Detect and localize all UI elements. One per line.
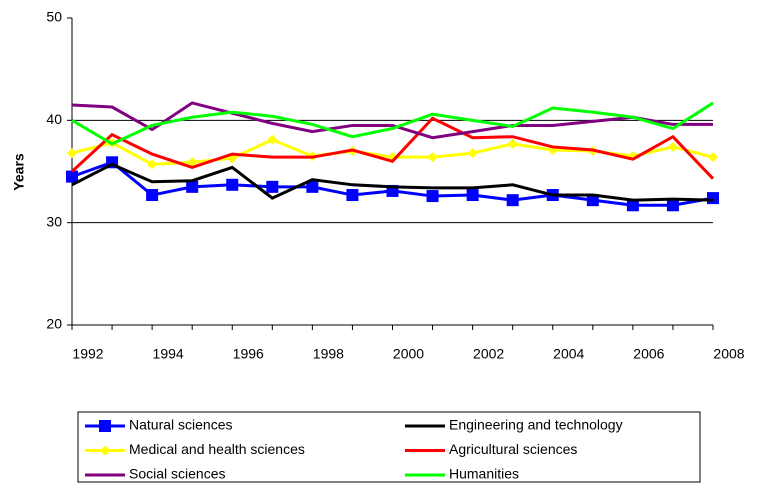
- marker: [506, 194, 519, 207]
- marker: [266, 180, 279, 193]
- legend-label: Humanities: [449, 466, 519, 482]
- marker: [666, 199, 679, 212]
- marker: [226, 178, 239, 191]
- marker: [99, 420, 111, 432]
- marker: [346, 189, 359, 202]
- x-tick-label: 2004: [553, 346, 584, 362]
- y-axis-label: Years: [11, 153, 27, 191]
- marker: [187, 157, 198, 168]
- legend-label: Medical and health sciences: [129, 441, 305, 457]
- marker: [667, 141, 678, 152]
- marker: [146, 189, 159, 202]
- legend-label: Engineering and technology: [449, 417, 623, 433]
- x-tick-label: 2002: [473, 346, 504, 362]
- marker: [708, 152, 718, 163]
- marker: [67, 148, 77, 159]
- y-tick-label: 20: [46, 316, 62, 332]
- marker: [66, 170, 78, 183]
- marker: [586, 194, 599, 207]
- marker: [267, 134, 278, 145]
- marker: [186, 180, 199, 193]
- marker: [147, 159, 158, 170]
- legend-label: Social sciences: [129, 466, 226, 482]
- marker: [467, 148, 478, 159]
- x-tick-label: 1992: [72, 346, 103, 362]
- x-tick-label: 2000: [393, 346, 424, 362]
- marker: [426, 190, 439, 203]
- series-line: [71, 162, 714, 202]
- x-tick-label: 2006: [633, 346, 664, 362]
- x-tick-label: 1998: [313, 346, 344, 362]
- x-tick-label: 1994: [153, 346, 184, 362]
- marker: [427, 152, 438, 163]
- series-line: [71, 101, 713, 140]
- series-line: [71, 101, 714, 146]
- legend-label: Natural sciences: [129, 417, 233, 433]
- marker: [100, 445, 110, 456]
- marker: [466, 189, 479, 202]
- legend-label: Agricultural sciences: [449, 441, 577, 457]
- marker: [507, 138, 518, 149]
- marker: [707, 192, 719, 205]
- x-tick-label: 1996: [233, 346, 264, 362]
- marker: [626, 199, 639, 212]
- marker: [306, 180, 319, 193]
- x-tick-label: 2008: [713, 346, 744, 362]
- y-tick-label: 40: [46, 111, 62, 127]
- y-tick-label: 30: [46, 213, 62, 229]
- y-tick-label: 50: [46, 9, 62, 25]
- legend-box: [77, 411, 701, 483]
- series-line: [70, 116, 715, 180]
